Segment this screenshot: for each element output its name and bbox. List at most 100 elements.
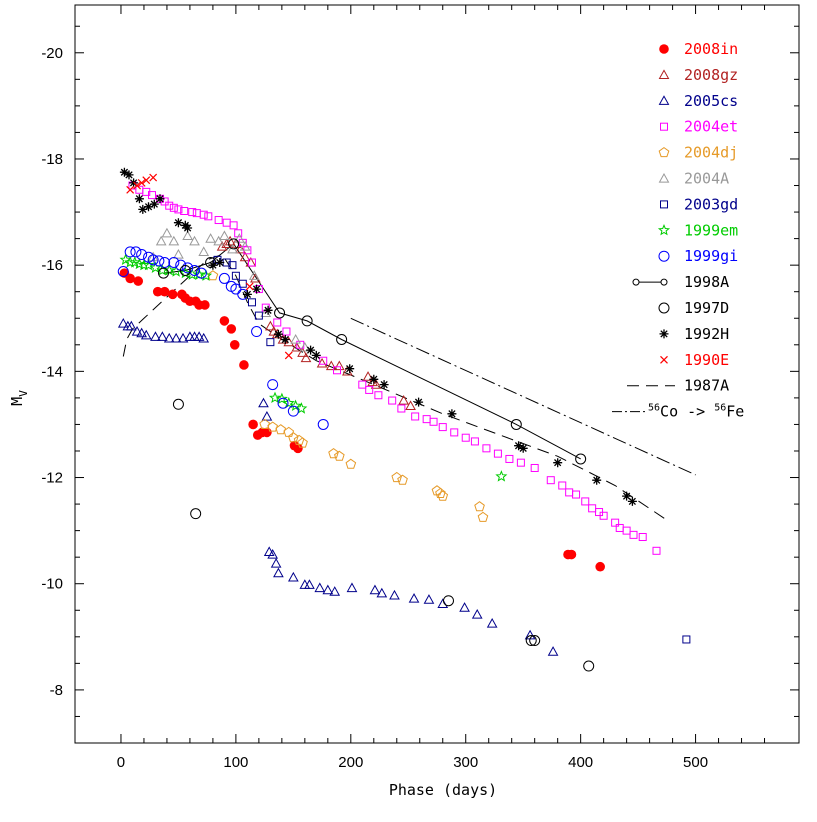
data-point-1998a <box>575 453 587 465</box>
legend-label: 56Co -> 56Fe <box>648 403 744 421</box>
data-point-2008gz <box>239 251 251 262</box>
data-point-2005cs <box>471 608 483 619</box>
data-point-2004et <box>482 444 491 453</box>
data-point-1992h <box>208 260 218 270</box>
data-point-1997d <box>529 635 541 647</box>
data-point-1999gi <box>136 249 148 261</box>
data-point-2004et <box>622 526 631 535</box>
data-point-1997d <box>442 595 454 607</box>
data-point-2008gz <box>333 360 345 371</box>
y-tick-label: -20 <box>41 45 63 62</box>
data-point-1999gi <box>117 266 129 278</box>
data-point-1999em <box>119 253 132 266</box>
data-point-1990e <box>149 173 158 182</box>
data-point-2004a <box>155 235 167 246</box>
data-point-2008gz <box>224 235 236 246</box>
data-point-2005cs <box>369 584 381 595</box>
legend-swatch-circle <box>632 278 640 286</box>
data-point-2004et <box>516 458 525 467</box>
data-point-2005cs <box>150 331 161 341</box>
data-point-2004et <box>160 197 169 206</box>
data-point-2005cs <box>170 332 182 343</box>
data-point-2005cs <box>258 397 269 408</box>
data-point-2004a <box>213 235 225 246</box>
legend-item-2004a: 2004A <box>658 170 729 188</box>
data-point-2004a <box>233 233 245 243</box>
data-point-2004et <box>429 417 438 426</box>
y-tick-label: -18 <box>41 151 63 168</box>
data-point-2008in <box>229 339 240 350</box>
data-point-2005cs <box>273 567 284 578</box>
data-point-1999em <box>295 402 308 414</box>
data-point-1997d <box>190 508 202 520</box>
data-point-2003gd <box>247 298 256 307</box>
data-point-2005cs <box>198 332 210 343</box>
legend-swatch-2003gd <box>660 200 668 209</box>
data-point-2004et <box>422 415 431 424</box>
data-point-2008in <box>226 324 237 334</box>
data-point-2004a <box>219 230 230 241</box>
data-point-1997d <box>172 398 184 410</box>
data-point-2008in <box>239 360 249 370</box>
data-point-2004et <box>572 490 581 499</box>
data-point-1998a <box>510 418 522 430</box>
legend-label: 1999gi <box>684 247 738 265</box>
data-point-2008in <box>248 419 258 430</box>
data-point-1999gi <box>251 326 263 338</box>
data-point-2008in <box>152 286 163 297</box>
data-point-2005cs <box>389 589 400 600</box>
data-point-2004et <box>204 212 213 221</box>
data-point-2008in <box>200 300 210 310</box>
data-point-2004et <box>505 454 514 463</box>
data-point-2004et <box>599 511 608 520</box>
data-point-2005cs <box>304 579 315 589</box>
data-point-1990e <box>126 185 135 194</box>
series-line-1987a <box>122 253 668 521</box>
data-point-2008gz <box>235 243 246 254</box>
data-point-1999em <box>268 391 281 403</box>
data-point-2005cs <box>547 646 559 656</box>
data-point-2005cs <box>156 331 168 341</box>
data-point-1992h <box>183 223 193 233</box>
data-point-2004et <box>229 221 238 230</box>
data-point-2004et <box>652 546 661 555</box>
data-point-1992h <box>518 443 528 453</box>
data-point-2005cs <box>314 582 326 593</box>
data-point-2004et <box>180 207 189 216</box>
y-tick-label: -12 <box>41 470 63 487</box>
series-1999gi <box>117 246 329 430</box>
data-point-1992h <box>252 284 262 294</box>
data-point-1992h <box>215 258 225 267</box>
data-point-1998a <box>301 315 313 327</box>
data-point-2005cs <box>177 332 189 343</box>
data-point-2004et <box>411 412 420 421</box>
legend-swatch-2004dj <box>658 146 670 158</box>
data-point-2005cs <box>486 618 498 628</box>
data-point-2008gz <box>300 352 312 363</box>
data-point-1999em <box>142 258 155 271</box>
legend-item-2008gz: 2008gz <box>658 66 738 84</box>
data-point-2004dj <box>334 450 345 461</box>
data-point-2004et <box>638 532 647 541</box>
data-point-2004a <box>290 333 301 344</box>
legend-label: 1987A <box>684 377 729 395</box>
data-point-2004et <box>169 203 178 212</box>
data-point-2004a <box>299 341 311 352</box>
data-point-1992h <box>306 345 316 355</box>
data-point-2004et <box>358 380 367 389</box>
data-point-1992h <box>311 350 321 360</box>
legend-label-part: Co -> <box>660 403 714 421</box>
y-tick-label: -14 <box>41 363 63 380</box>
data-point-2008gz <box>398 395 410 405</box>
data-point-2004et <box>165 201 174 210</box>
data-point-1992h <box>592 475 602 485</box>
data-point-2003gd <box>682 635 691 644</box>
data-point-2005cs <box>189 331 200 341</box>
data-point-2008gz <box>291 341 303 352</box>
data-point-1999gi <box>277 397 289 409</box>
series-line-56co-56fe <box>350 317 696 476</box>
legend-label: 1997D <box>684 299 729 317</box>
data-point-2004et <box>493 449 502 458</box>
data-point-2004dj <box>259 418 270 429</box>
